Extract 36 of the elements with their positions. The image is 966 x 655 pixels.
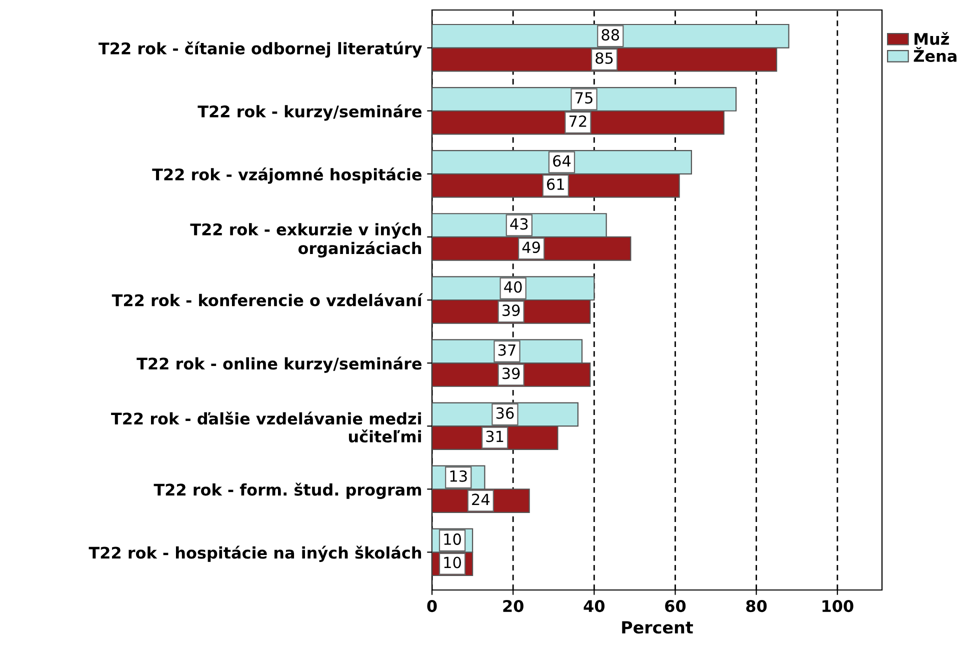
x-tick-label: 40 xyxy=(584,600,605,612)
x-tick-label: 20 xyxy=(503,600,524,612)
data-label: 75 xyxy=(576,92,592,104)
data-label: 36 xyxy=(496,407,514,419)
data-label: 39 xyxy=(502,368,520,380)
x-tick-label: 100 xyxy=(822,600,854,612)
x-tick-label: 80 xyxy=(746,600,767,612)
x-tick-label: 60 xyxy=(665,600,686,612)
data-label: 37 xyxy=(498,344,516,356)
x-axis-title: Percent xyxy=(622,621,693,634)
data-label: 43 xyxy=(510,218,528,230)
y-tick-label: T22 rok - vzájomné hospitácie xyxy=(152,168,422,184)
data-label: 39 xyxy=(502,304,520,316)
y-tick-label: T22 rok - exkurzie v iných organizáciach xyxy=(190,222,422,258)
data-label: 72 xyxy=(569,115,586,127)
legend-label: Muž xyxy=(914,32,949,45)
x-tick-label: 0 xyxy=(427,600,437,612)
y-tick-label: T22 rok - kurzy/semináre xyxy=(198,104,422,121)
data-label: 40 xyxy=(504,281,522,293)
y-tick-label: T22 rok - konferencie o vzdelávaní xyxy=(112,293,423,306)
y-tick-label: T22 rok - hospitácie na iných školách xyxy=(88,546,422,562)
data-label: 24 xyxy=(472,494,490,506)
data-label: 49 xyxy=(522,241,540,254)
y-tick-label: T22 rok - online kurzy/semináre xyxy=(136,356,422,373)
y-tick-label: T22 rok - form. štud. program xyxy=(154,482,422,499)
data-label: 64 xyxy=(553,155,571,167)
data-label: 10 xyxy=(444,533,461,545)
data-label: 85 xyxy=(596,52,613,64)
data-label: 61 xyxy=(546,178,564,190)
data-label: 10 xyxy=(444,556,461,568)
y-tick-label: T22 rok - ďalšie vzdelávanie medzi učiteľmi xyxy=(111,412,421,443)
y-tick-label: T22 rok - čítanie odbornej literatúry xyxy=(98,41,422,58)
data-label: 31 xyxy=(486,430,504,442)
data-label: 13 xyxy=(450,470,467,482)
legend-label: Žena xyxy=(914,47,956,62)
data-label: 88 xyxy=(602,29,620,41)
